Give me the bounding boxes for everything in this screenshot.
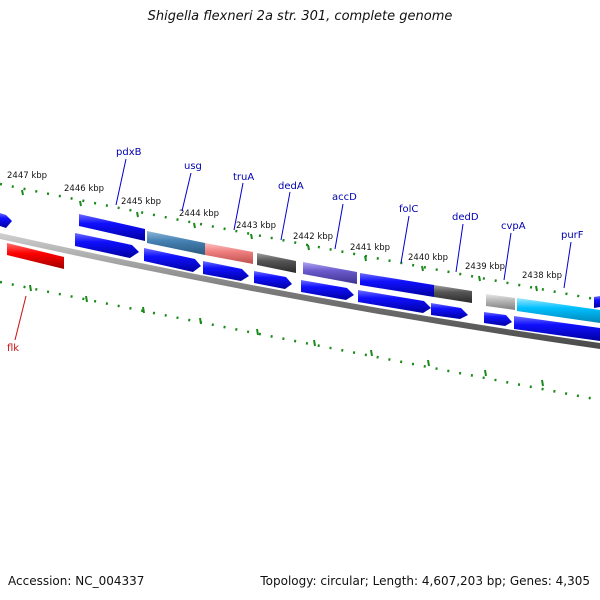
gene-block-purF[interactable] [517, 298, 600, 323]
tick-label-2441: 2441 kbp [350, 243, 390, 253]
gene-block-pdxB[interactable] [79, 214, 145, 241]
inner-strand-genes [75, 233, 600, 341]
gene-arrow-pdxB[interactable] [75, 233, 139, 258]
tick-label-2445: 2445 kbp [121, 197, 161, 207]
inner-tick-track [0, 280, 600, 402]
gene-label-leaders [115, 158, 572, 289]
gene-block-right-edge[interactable] [594, 296, 600, 308]
gene-label-truA: truA [233, 172, 254, 183]
gene-arrow-truA[interactable] [203, 261, 249, 281]
tick-label-2447: 2447 kbp [7, 171, 47, 181]
gene-block-left-edge[interactable] [0, 213, 12, 228]
gene-arrow-folC[interactable] [358, 290, 431, 313]
gene-block-dedD[interactable] [434, 285, 472, 303]
gene-block-flk[interactable] [7, 243, 64, 269]
gene-label-pdxB: pdxB [116, 147, 142, 158]
gene-block-dedA[interactable] [257, 253, 296, 273]
genome-summary-text: Topology: circular; Length: 4,607,203 bp… [260, 574, 590, 588]
gene-arrow-usg[interactable] [144, 248, 201, 272]
tick-label-2442: 2442 kbp [293, 232, 333, 242]
tick-label-2443: 2443 kbp [236, 221, 276, 231]
gene-arrow-accD[interactable] [301, 280, 354, 300]
gene-arrow-purF[interactable] [514, 316, 600, 341]
genome-backbone [0, 233, 600, 349]
outer-major-ticks [21, 189, 538, 292]
map-title: Shigella flexneri 2a str. 301, complete … [147, 9, 453, 24]
gene-block-folC[interactable] [360, 273, 434, 297]
gene-label-usg: usg [184, 161, 202, 172]
gene-block-cvpA[interactable] [486, 294, 515, 310]
accession-text: Accession: NC_004337 [8, 574, 145, 588]
gene-arrow-cvpA[interactable] [484, 312, 512, 326]
gene-label-flk: flk [7, 343, 19, 354]
tick-label-2439: 2439 kbp [465, 262, 505, 272]
gene-block-truA[interactable] [205, 243, 253, 264]
tick-label-2444: 2444 kbp [179, 209, 219, 219]
outer-tick-track [0, 182, 600, 302]
gene-arrow-dedA[interactable] [254, 271, 292, 289]
gene-label-dedD: dedD [452, 212, 479, 223]
gene-arrow-dedD[interactable] [431, 303, 468, 319]
gene-block-accD[interactable] [303, 262, 357, 284]
gene-label-dedA: dedA [278, 181, 304, 192]
tick-label-2438: 2438 kbp [522, 271, 562, 281]
flk-leader [14, 295, 27, 341]
gene-label-cvpA: cvpA [501, 221, 526, 232]
inner-major-ticks [29, 284, 544, 387]
tick-label-2440: 2440 kbp [408, 253, 448, 263]
gene-label-purF: purF [561, 230, 584, 241]
gene-label-folC: folC [399, 204, 418, 215]
outer-strand-genes [0, 213, 600, 323]
tick-label-2446: 2446 kbp [64, 184, 104, 194]
gene-block-usg[interactable] [147, 231, 205, 255]
gene-label-accD: accD [332, 192, 357, 203]
